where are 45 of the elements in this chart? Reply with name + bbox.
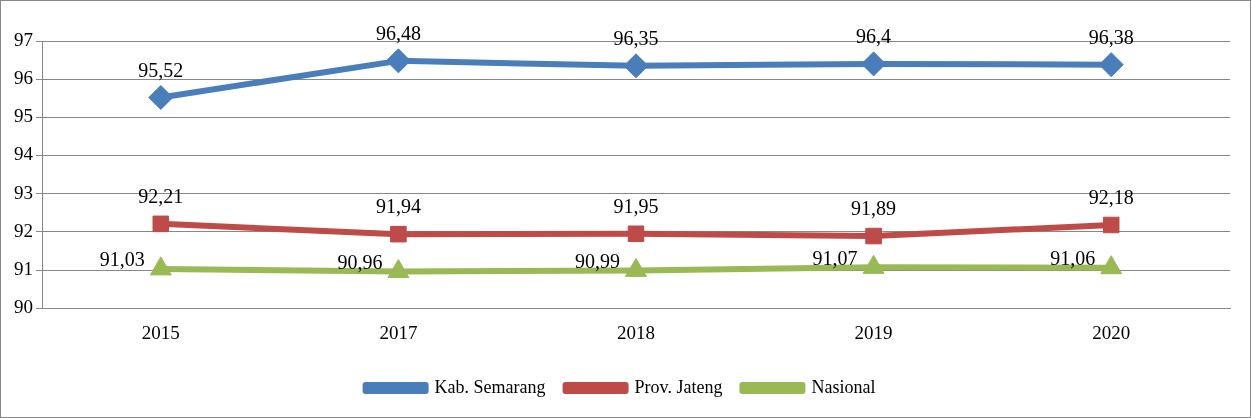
data-label: 90,99 bbox=[575, 249, 620, 272]
point bbox=[148, 84, 174, 110]
point bbox=[625, 257, 647, 277]
legend-label: Kab. Semarang bbox=[434, 376, 546, 397]
point bbox=[1098, 52, 1124, 78]
data-label: 90,96 bbox=[337, 250, 383, 273]
data-label: 92,18 bbox=[1088, 186, 1134, 209]
point bbox=[1100, 255, 1123, 275]
x-tick-label: 2018 bbox=[617, 321, 655, 343]
point bbox=[387, 259, 410, 279]
point bbox=[390, 225, 407, 243]
data-label: 96,38 bbox=[1088, 25, 1134, 48]
data-label: 91,03 bbox=[99, 248, 145, 271]
legend-label: Prov. Jateng bbox=[634, 376, 723, 397]
point bbox=[627, 225, 645, 243]
data-label: 96,4 bbox=[856, 25, 892, 48]
x-tick-label: 2017 bbox=[379, 321, 418, 343]
y-tick-label: 97 bbox=[14, 28, 33, 50]
y-tick-label: 96 bbox=[14, 67, 33, 89]
data-label: 95,52 bbox=[138, 58, 184, 81]
point bbox=[865, 227, 882, 245]
data-label: 96,35 bbox=[613, 27, 659, 50]
data-label: 91,06 bbox=[1050, 246, 1096, 269]
x-tick-label: 2019 bbox=[854, 321, 893, 343]
point bbox=[862, 254, 885, 274]
x-tick-label: 2015 bbox=[141, 321, 180, 343]
y-tick-label: 91 bbox=[14, 258, 33, 280]
point bbox=[385, 48, 411, 74]
y-tick-label: 94 bbox=[14, 143, 34, 165]
data-label: 91,89 bbox=[851, 197, 897, 220]
point bbox=[152, 215, 170, 233]
data-label: 91,95 bbox=[613, 195, 659, 218]
y-tick-label: 93 bbox=[14, 181, 33, 203]
data-label: 92,21 bbox=[138, 185, 184, 208]
data-label: 91,07 bbox=[812, 246, 858, 269]
legend-label: Nasional bbox=[811, 376, 876, 397]
y-tick-label: 92 bbox=[14, 219, 33, 241]
point bbox=[149, 256, 172, 276]
y-tick-label: 95 bbox=[14, 105, 33, 127]
data-label: 91,94 bbox=[375, 195, 421, 218]
data-label: 96,48 bbox=[375, 22, 421, 45]
point bbox=[623, 53, 649, 79]
point bbox=[1102, 216, 1120, 234]
x-tick-label: 2020 bbox=[1092, 321, 1131, 343]
y-tick-label: 90 bbox=[14, 296, 33, 318]
